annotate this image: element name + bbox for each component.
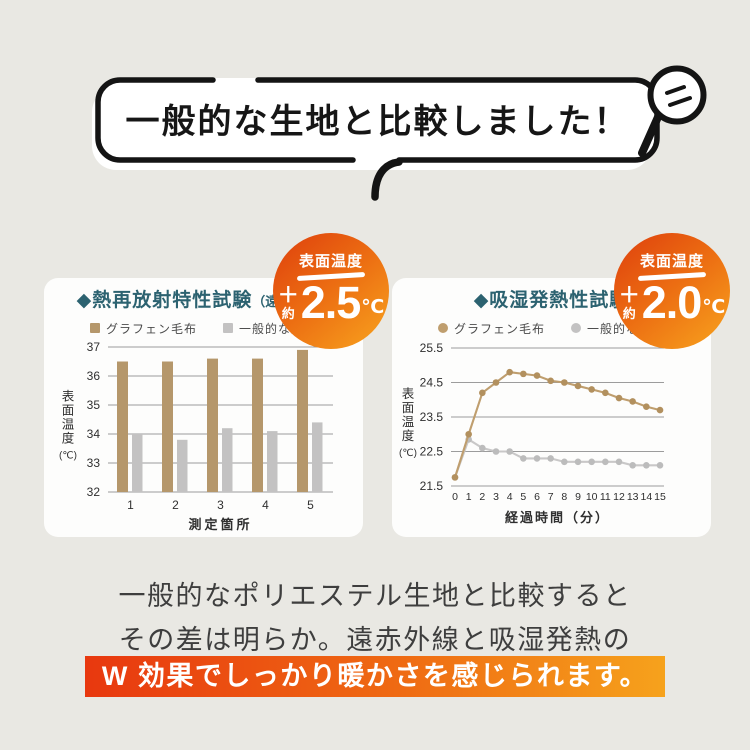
svg-text:14: 14 bbox=[640, 491, 652, 503]
badge-value-row: ＋ 約 2.5 ℃ bbox=[277, 276, 385, 328]
footer-line-1: 一般的なポリエステル生地と比較すると bbox=[118, 581, 632, 611]
svg-text:11: 11 bbox=[600, 491, 611, 503]
svg-text:22.5: 22.5 bbox=[420, 444, 444, 458]
svg-text:34: 34 bbox=[87, 427, 101, 441]
footer-highlight-row: W 効果でしっかり暖かさを感じられます。 bbox=[0, 656, 750, 697]
legend-item: グラフェン毛布 bbox=[437, 320, 545, 337]
svg-text:9: 9 bbox=[575, 491, 581, 503]
svg-text:10: 10 bbox=[586, 491, 598, 503]
svg-text:24.5: 24.5 bbox=[420, 375, 444, 389]
bubble-headline: 一般的な生地と比較しました！ bbox=[125, 102, 630, 141]
footer-line-2: その差は明らか。遠赤外線と吸湿発熱の bbox=[118, 625, 632, 655]
svg-text:23.5: 23.5 bbox=[420, 410, 444, 424]
legend-marker-circle bbox=[571, 323, 581, 334]
svg-text:12: 12 bbox=[613, 491, 625, 503]
svg-text:温: 温 bbox=[402, 415, 415, 429]
bar-chart-legend: グラフェン毛布 一般的な生地 bbox=[89, 320, 317, 337]
svg-text:7: 7 bbox=[548, 491, 554, 503]
svg-text:33: 33 bbox=[87, 456, 101, 470]
surface-temp-badge-right: 表面温度 ＋ 約 2.0 ℃ bbox=[614, 233, 730, 349]
line-chart-title: ◆吸湿発熱性試験 bbox=[473, 290, 630, 311]
svg-text:5: 5 bbox=[520, 491, 526, 503]
svg-text:測定箇所: 測定箇所 bbox=[188, 517, 252, 532]
badge-plus-sign: ＋ bbox=[277, 284, 299, 308]
svg-text:3: 3 bbox=[217, 498, 224, 512]
svg-text:37: 37 bbox=[87, 340, 101, 354]
svg-text:2: 2 bbox=[479, 491, 485, 503]
svg-text:度: 度 bbox=[402, 428, 415, 443]
svg-text:(℃): (℃) bbox=[59, 450, 77, 461]
svg-text:32: 32 bbox=[87, 485, 101, 499]
legend-marker-circle bbox=[437, 323, 448, 334]
svg-text:35: 35 bbox=[87, 398, 101, 412]
svg-text:3: 3 bbox=[493, 491, 499, 503]
badge-label: 表面温度 bbox=[639, 253, 704, 270]
svg-text:25.5: 25.5 bbox=[420, 341, 444, 355]
badge-approx: 約 bbox=[622, 306, 636, 322]
svg-text:4: 4 bbox=[262, 498, 269, 512]
badge-unit: ℃ bbox=[702, 297, 726, 319]
badge-value: 2.5 bbox=[300, 276, 362, 328]
badge-unit: ℃ bbox=[361, 297, 385, 319]
legend-label: グラフェン毛布 bbox=[105, 321, 197, 336]
svg-text:1: 1 bbox=[466, 491, 472, 503]
svg-text:13: 13 bbox=[627, 491, 639, 503]
legend-item: グラフェン毛布 bbox=[89, 320, 197, 337]
svg-text:36: 36 bbox=[87, 369, 101, 383]
svg-text:21.5: 21.5 bbox=[420, 479, 444, 493]
svg-text:6: 6 bbox=[534, 491, 540, 503]
badge-approx: 約 bbox=[281, 306, 295, 322]
svg-text:面: 面 bbox=[402, 401, 415, 415]
svg-text:(℃): (℃) bbox=[399, 448, 417, 459]
badge-plus-sign: ＋ bbox=[618, 284, 640, 308]
svg-text:面: 面 bbox=[62, 403, 75, 417]
svg-text:5: 5 bbox=[307, 498, 314, 512]
svg-text:8: 8 bbox=[561, 491, 567, 503]
speech-bubble: 一般的な生地と比較しました！ bbox=[98, 78, 657, 160]
svg-text:経過時間（分）: 経過時間（分） bbox=[505, 510, 610, 525]
bubble-tail bbox=[371, 158, 403, 201]
footer-highlight: W 効果でしっかり暖かさを感じられます。 bbox=[84, 656, 666, 697]
magnifier-icon bbox=[647, 65, 707, 125]
svg-text:温: 温 bbox=[62, 417, 75, 431]
legend-marker-square bbox=[223, 323, 233, 334]
svg-text:表: 表 bbox=[402, 387, 415, 401]
surface-temp-badge-left: 表面温度 ＋ 約 2.5 ℃ bbox=[273, 233, 389, 349]
badge-value: 2.0 bbox=[641, 276, 703, 328]
svg-text:2: 2 bbox=[172, 498, 179, 512]
svg-text:表: 表 bbox=[62, 389, 75, 403]
svg-text:15: 15 bbox=[654, 491, 666, 503]
svg-text:4: 4 bbox=[507, 491, 513, 503]
legend-label: グラフェン毛布 bbox=[453, 321, 545, 336]
badge-label: 表面温度 bbox=[298, 253, 363, 270]
svg-text:度: 度 bbox=[62, 430, 75, 445]
svg-text:1: 1 bbox=[127, 498, 134, 512]
svg-text:0: 0 bbox=[452, 491, 458, 503]
badge-value-row: ＋ 約 2.0 ℃ bbox=[618, 276, 726, 328]
legend-marker-square bbox=[89, 323, 100, 334]
